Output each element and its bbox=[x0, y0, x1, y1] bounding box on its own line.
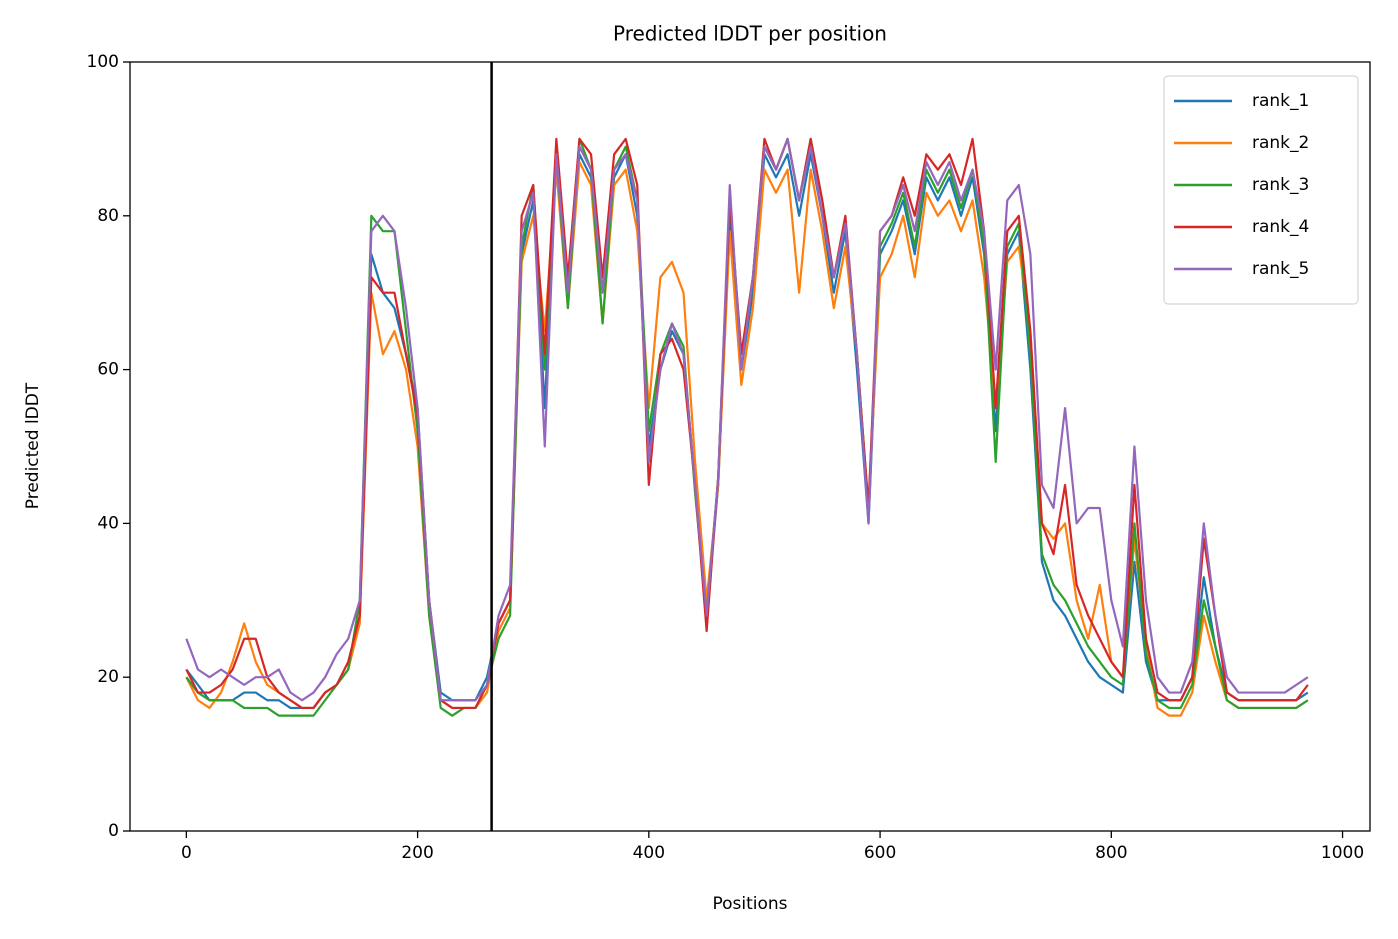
y-tick-label: 40 bbox=[97, 513, 119, 533]
y-tick-label: 60 bbox=[97, 360, 119, 380]
x-tick-label: 1000 bbox=[1321, 843, 1364, 863]
series-line bbox=[185, 137, 1309, 702]
y-tick-label: 100 bbox=[87, 52, 119, 72]
series-line bbox=[185, 137, 1309, 710]
legend-label: rank_1 bbox=[1252, 91, 1309, 111]
x-tick-label: 200 bbox=[401, 843, 433, 863]
x-tick-label: 0 bbox=[181, 843, 192, 863]
y-tick-label: 80 bbox=[97, 206, 119, 226]
axes-frame bbox=[129, 61, 1371, 832]
x-tick-label: 400 bbox=[633, 843, 665, 863]
legend-label: rank_3 bbox=[1252, 175, 1309, 195]
x-tick-label: 800 bbox=[1095, 843, 1127, 863]
y-tick-label: 0 bbox=[108, 821, 119, 841]
plot-area bbox=[185, 62, 1309, 831]
y-tick-label: 20 bbox=[97, 667, 119, 687]
series-line bbox=[185, 137, 1309, 717]
legend-box bbox=[1163, 75, 1359, 305]
legend-label: rank_4 bbox=[1252, 217, 1309, 237]
x-tick-label: 600 bbox=[864, 843, 896, 863]
y-axis-label: Predicted lDDT bbox=[23, 382, 43, 509]
legend-label: rank_2 bbox=[1252, 133, 1309, 153]
legend-label: rank_5 bbox=[1252, 259, 1309, 279]
chart-title: Predicted lDDT per position bbox=[613, 22, 887, 46]
x-axis-label: Positions bbox=[712, 894, 787, 914]
